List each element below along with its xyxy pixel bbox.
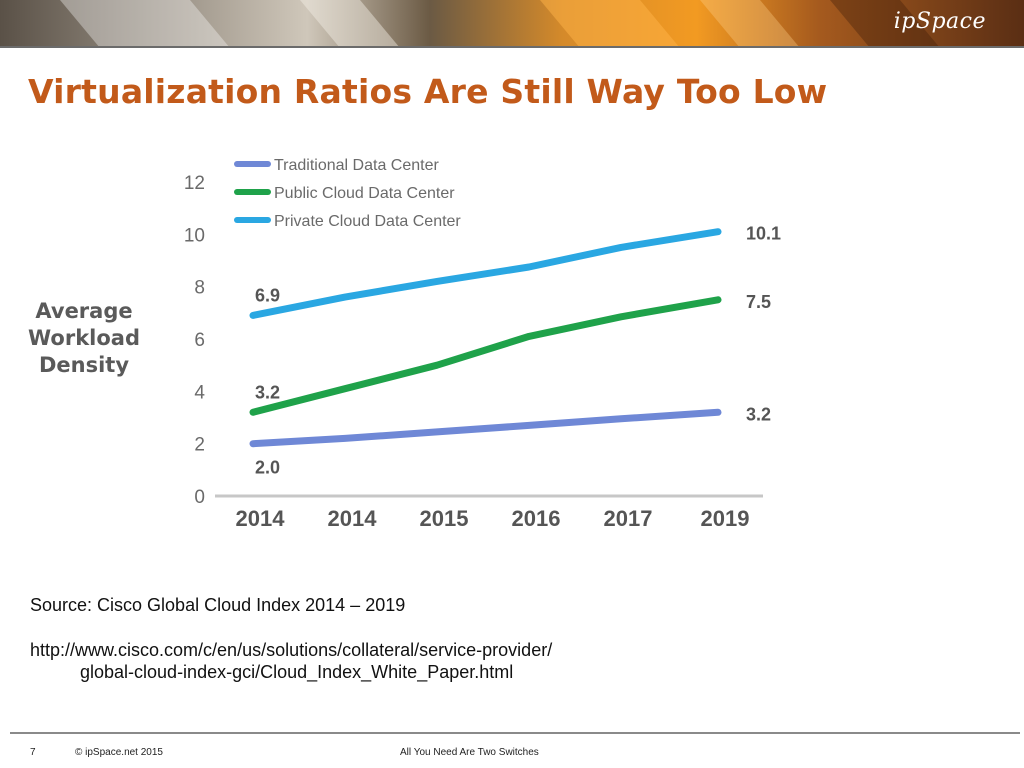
source-url-line-2[interactable]: global-cloud-index-gci/Cloud_Index_White… <box>80 662 514 682</box>
data-label-start: 3.2 <box>255 382 280 402</box>
x-tick-label: 2019 <box>701 506 750 531</box>
data-label-end: 7.5 <box>746 292 771 312</box>
line-chart: 0 2 4 6 8 10 12 2014 2014 2015 2016 2017 2019 2.0 3.… <box>184 157 781 531</box>
legend-entry: Traditional Data Center <box>274 157 439 174</box>
x-tick-label: 2014 <box>236 506 286 531</box>
legend-entry: Public Cloud Data Center <box>274 185 455 202</box>
x-tick-label: 2014 <box>328 506 378 531</box>
deck-title: All You Need Are Two Switches <box>400 747 539 758</box>
y-axis-label-line-2: Workload <box>28 326 140 350</box>
source-note: Source: Cisco Global Cloud Index 2014 – … <box>30 595 406 615</box>
y-tick-label: 2 <box>194 435 205 456</box>
y-axis-label-line-3: Density <box>38 353 130 377</box>
source-url-line-1[interactable]: http://www.cisco.com/c/en/us/solutions/c… <box>30 640 553 660</box>
y-tick-label: 6 <box>194 330 205 351</box>
legend: Traditional Data Center Public Cloud Data… <box>234 157 461 230</box>
page-number: 7 <box>30 747 36 758</box>
header-banner: ipSpace <box>0 0 1024 48</box>
copyright: © ipSpace.net 2015 <box>75 747 163 758</box>
y-tick-label: 10 <box>184 225 205 246</box>
data-label-end: 10.1 <box>746 224 781 244</box>
data-label-start: 6.9 <box>255 285 280 305</box>
x-axis-ticks: 2014 2014 2015 2016 2017 2019 <box>236 506 750 531</box>
footer-divider <box>10 732 1020 734</box>
x-tick-label: 2016 <box>512 506 561 531</box>
series-line <box>249 228 722 319</box>
data-label-end: 3.2 <box>746 404 771 424</box>
series-lines: 2.0 3.2 3.2 7.5 6.9 10.1 <box>249 224 781 478</box>
y-tick-label: 12 <box>184 173 205 194</box>
legend-entry: Private Cloud Data Center <box>274 213 461 230</box>
series-line <box>249 296 722 416</box>
data-label-start: 2.0 <box>255 458 280 478</box>
y-tick-label: 0 <box>194 487 205 508</box>
slide-title: Virtualization Ratios Are Still Way Too … <box>28 72 828 111</box>
x-tick-label: 2015 <box>420 506 469 531</box>
y-axis-label: Average Workload Density <box>24 298 144 379</box>
series-line <box>249 408 722 448</box>
ipspace-logo: ipSpace <box>893 9 986 34</box>
banner-stripes <box>0 0 1024 48</box>
y-axis-ticks: 0 2 4 6 8 10 12 <box>184 173 206 508</box>
y-axis-label-line-1: Average <box>35 299 133 323</box>
x-tick-label: 2017 <box>604 506 653 531</box>
y-tick-label: 4 <box>194 382 205 403</box>
y-tick-label: 8 <box>194 278 205 299</box>
